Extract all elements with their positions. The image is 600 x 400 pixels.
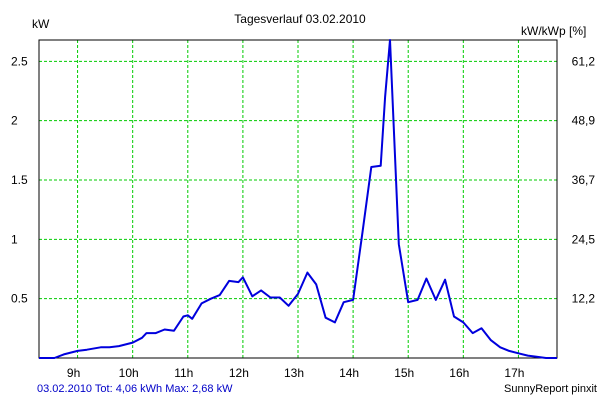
y-tick-label-left: 1.5 [11,173,28,187]
y-tick-label-right: 61,2 [572,54,596,68]
y-tick-label-left: 0.5 [11,292,28,306]
y-tick-label-right: 12,2 [572,292,596,306]
y-tick-label-right: 48,9 [572,114,596,128]
x-tick-label: 15h [394,366,414,380]
x-tick-label: 11h [174,366,193,380]
x-tick-label: 9h [67,366,80,380]
y-tick-label-left: 2 [11,114,18,128]
grid [39,40,557,358]
power-series-line [39,39,557,359]
report-credit: SunnyReport pinxit [504,383,597,395]
y-axis-left-label: kW [32,17,50,31]
x-tick-label: 10h [119,366,139,380]
x-tick-label: 13h [284,366,304,380]
tick-labels: 9h 10h 11h 12h 13h 14h 15h 16h 17h 0.5 12,2 1 24,5 1.… [11,54,595,380]
y-tick-label-left: 1 [11,232,18,246]
y-tick-label-left: 2.5 [11,54,28,68]
y-tick-label-right: 36,7 [572,173,596,187]
daily-summary: 03.02.2010 Tot: 4,06 kWh Max: 2,68 kW [37,383,233,395]
x-tick-label: 16h [449,366,469,380]
chart-title: Tagesverlauf 03.02.2010 [234,12,366,26]
plot-area-frame [38,39,558,359]
x-tick-label: 14h [339,366,359,380]
y-axis-right-label: kW/kWp [%] [521,24,586,38]
x-tick-label: 17h [504,366,524,380]
x-tick-label: 12h [229,366,249,380]
y-tick-label-right: 24,5 [572,232,596,246]
